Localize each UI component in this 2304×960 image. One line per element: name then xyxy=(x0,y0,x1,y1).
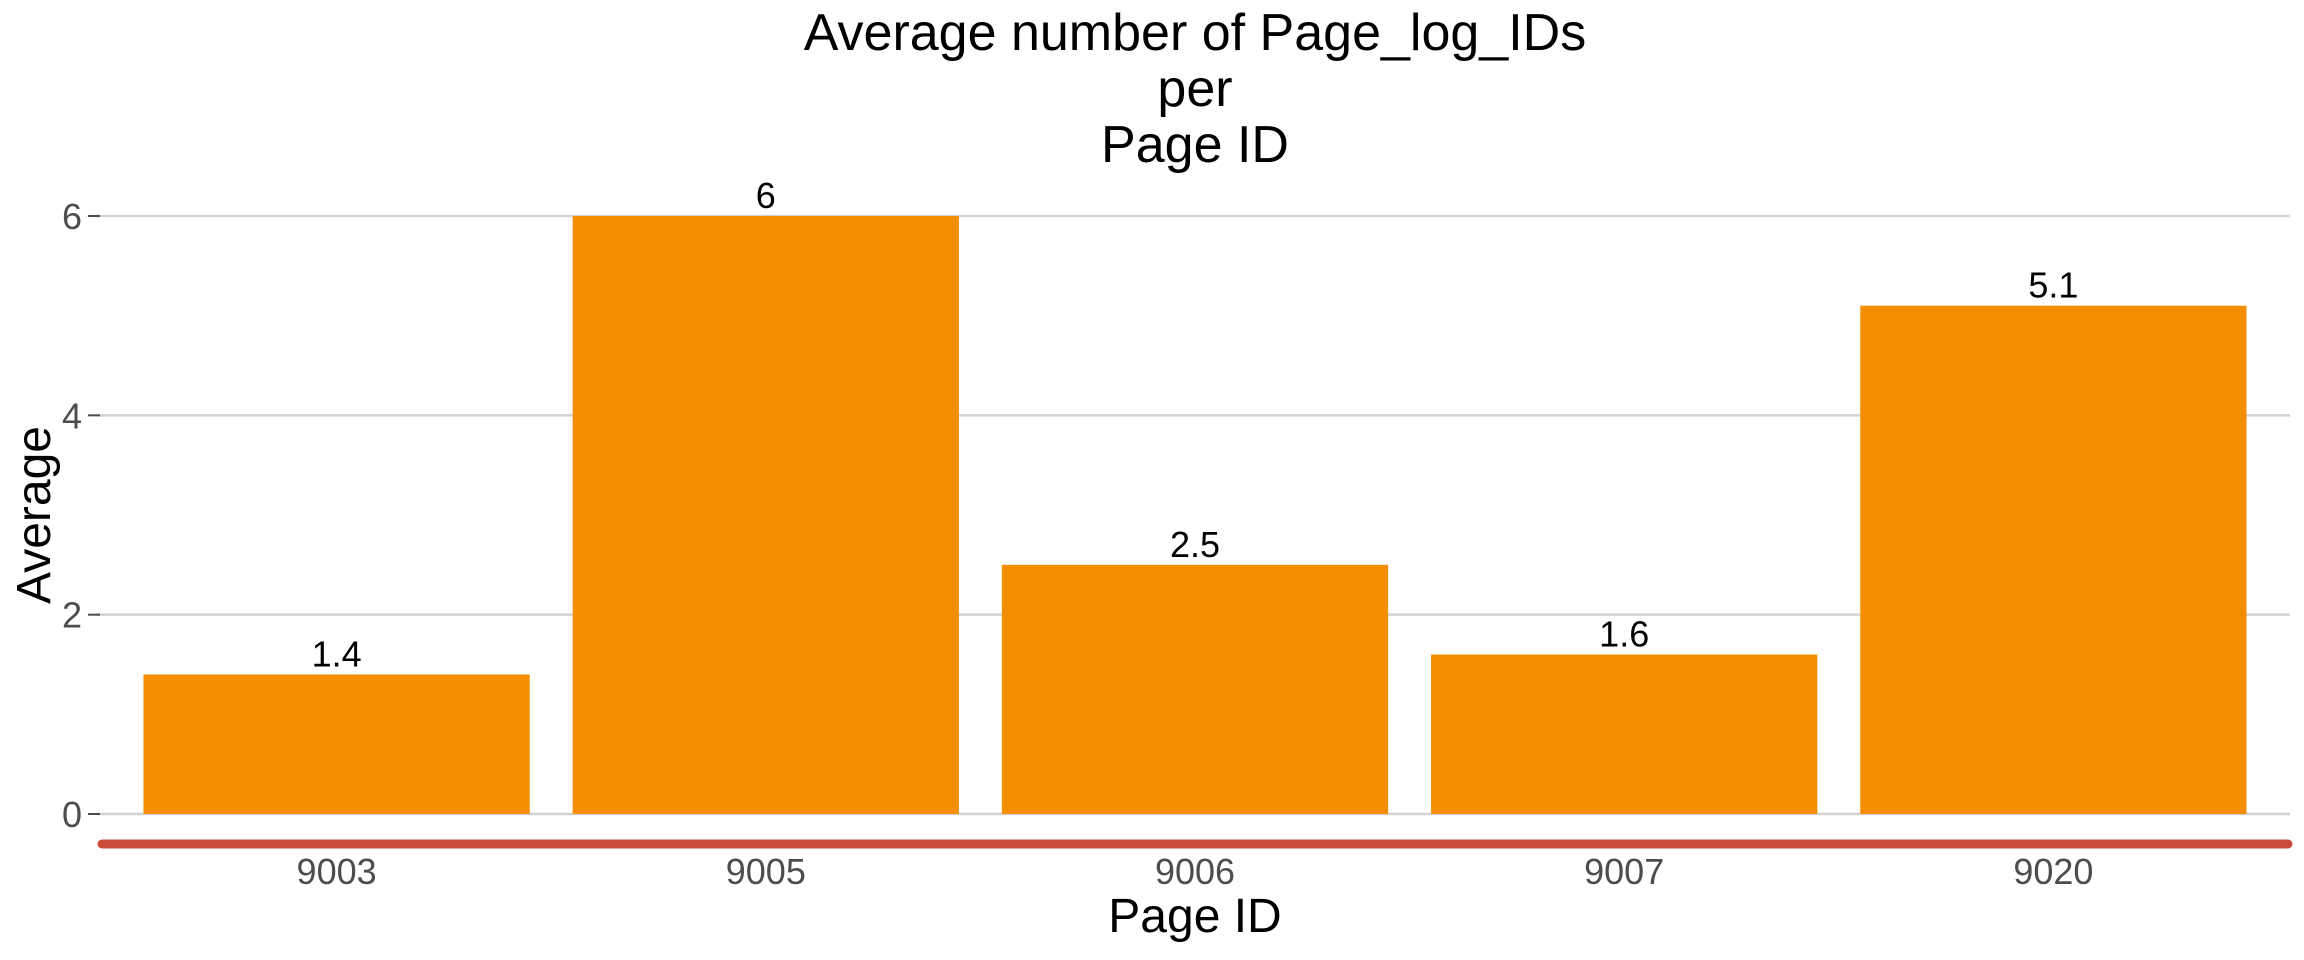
y-tick-label-2: 2 xyxy=(62,595,82,636)
data-labels: 1.4 6 2.5 1.6 5.1 xyxy=(312,175,2079,674)
y-tick-label-0: 0 xyxy=(62,794,82,835)
x-tick-label-9007: 9007 xyxy=(1584,851,1664,892)
bar-9020 xyxy=(1860,305,2247,814)
y-tick-label-4: 4 xyxy=(62,395,82,436)
x-axis-ticks: 9003 9005 9006 9007 9020 xyxy=(297,851,2094,892)
bar-9006 xyxy=(1001,564,1389,814)
x-axis-title: Page ID xyxy=(1108,890,1281,943)
bar-9007 xyxy=(1431,654,1818,814)
bar-9003 xyxy=(143,674,530,814)
y-tick-label-6: 6 xyxy=(62,196,82,237)
x-tick-label-9020: 9020 xyxy=(2013,851,2093,892)
data-label-9020: 5.1 xyxy=(2028,265,2078,306)
y-axis-ticks: 0 2 4 6 xyxy=(62,196,100,835)
bar-9005 xyxy=(572,216,959,814)
chart-title-line-3: Page ID xyxy=(1101,116,1289,174)
x-tick-label-9006: 9006 xyxy=(1155,851,1235,892)
data-label-9005: 6 xyxy=(756,175,776,216)
chart-title: Average number of Page_log_IDs per Page … xyxy=(804,4,1586,174)
data-label-9007: 1.6 xyxy=(1599,614,1649,655)
data-label-9006: 2.5 xyxy=(1170,524,1220,565)
bars xyxy=(143,216,2247,814)
chart-title-line-2: per xyxy=(1157,60,1232,118)
x-tick-label-9003: 9003 xyxy=(297,851,377,892)
data-label-9003: 1.4 xyxy=(312,633,362,674)
y-axis-title: Average xyxy=(8,426,61,604)
chart-title-line-1: Average number of Page_log_IDs xyxy=(804,4,1586,62)
x-tick-label-9005: 9005 xyxy=(726,851,806,892)
